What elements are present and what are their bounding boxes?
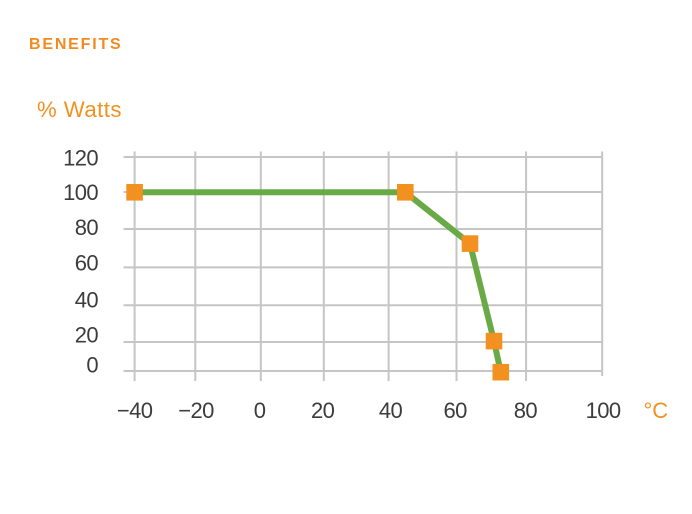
svg-text:−40: −40	[117, 398, 153, 423]
svg-text:100: 100	[586, 398, 621, 423]
svg-text:120: 120	[63, 146, 98, 171]
svg-text:40: 40	[379, 398, 403, 423]
svg-text:% Watts: % Watts	[37, 97, 122, 122]
svg-text:60: 60	[75, 251, 99, 276]
svg-text:20: 20	[311, 398, 335, 423]
svg-text:20: 20	[75, 322, 99, 347]
svg-text:0: 0	[254, 398, 266, 423]
svg-text:BENEFITS: BENEFITS	[29, 36, 123, 53]
svg-text:80: 80	[75, 215, 99, 240]
svg-text:−20: −20	[178, 398, 214, 423]
svg-text:0: 0	[86, 353, 98, 378]
svg-text:40: 40	[75, 288, 99, 313]
svg-text:°C: °C	[644, 398, 669, 423]
svg-text:100: 100	[63, 180, 98, 205]
svg-text:80: 80	[514, 398, 538, 423]
svg-text:60: 60	[443, 398, 467, 423]
